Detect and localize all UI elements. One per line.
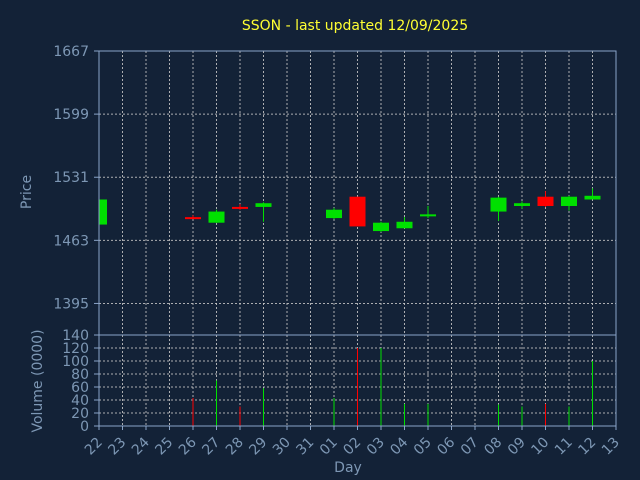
volume-tick-label: 80 — [71, 367, 89, 383]
candle-body — [99, 199, 107, 225]
candle-body — [537, 196, 554, 206]
candle — [584, 188, 601, 200]
candle — [232, 204, 248, 210]
candle-body — [349, 196, 366, 227]
candle — [537, 191, 554, 207]
candle-body — [420, 214, 436, 217]
candle — [396, 217, 413, 229]
candle — [514, 201, 530, 209]
day-tick-label: 06 — [434, 434, 458, 458]
day-tick-label: 22 — [82, 435, 106, 459]
candle-body — [208, 211, 225, 223]
day-tick-label: 10 — [528, 435, 552, 459]
candle-body — [326, 209, 342, 219]
day-tick-label: 01 — [317, 435, 341, 459]
day-tick-labels: 22 23 24 25 26 27 28 29 30 31 01 02 03 04 05 06 07 08 09 10… — [82, 426, 623, 458]
candle-body — [514, 203, 530, 206]
volume-tick-label: 140 — [62, 328, 89, 344]
candle-body — [490, 197, 507, 212]
candle-body — [255, 203, 272, 207]
price-gridlines — [98, 50, 617, 335]
day-tick-label: 05 — [411, 435, 435, 459]
candle — [208, 209, 225, 223]
candle — [326, 207, 342, 219]
candle-body — [561, 196, 577, 206]
price-tick-label: 1395 — [53, 296, 89, 312]
price-tick-label: 1463 — [53, 233, 89, 249]
price-axis-label: Price — [19, 175, 35, 209]
day-tick-label: 26 — [176, 434, 200, 458]
day-tick-label: 29 — [246, 435, 270, 459]
price-tick-label: 1667 — [53, 44, 89, 60]
candle-body — [373, 222, 389, 232]
volume-tick-label: 20 — [71, 406, 89, 422]
volume-series — [192, 348, 593, 426]
volume-axis-label: Volume (0000) — [30, 329, 46, 432]
day-tick-label: 12 — [575, 435, 599, 459]
day-tick-label: 07 — [458, 435, 482, 459]
price-tick-label: 1599 — [53, 107, 89, 123]
candle — [98, 199, 107, 225]
day-tick-label: 08 — [481, 435, 505, 459]
day-tick-label: 23 — [105, 435, 129, 459]
day-tick-label: 24 — [129, 434, 153, 458]
volume-panel-frame — [98, 334, 617, 427]
day-tick-label: 25 — [152, 435, 176, 459]
volume-tick-label: 60 — [71, 380, 89, 396]
day-tick-label: 28 — [223, 435, 247, 459]
volume-tick-label: 40 — [71, 393, 89, 409]
day-tick-label: 11 — [552, 435, 576, 459]
day-tick-label: 13 — [599, 435, 623, 459]
candle — [255, 202, 272, 222]
volume-tick-label: 0 — [80, 419, 89, 435]
day-tick-label: 31 — [293, 435, 317, 459]
x-axis-label: Day — [334, 460, 362, 476]
price-tick-labels: 1395 1463 1531 1599 1667 — [53, 44, 99, 312]
candle — [420, 205, 436, 219]
candle-body — [396, 221, 413, 229]
candle — [490, 196, 507, 221]
volume-tick-label: 100 — [62, 354, 89, 370]
candlestick-series — [98, 188, 601, 232]
day-tick-label: 03 — [364, 435, 388, 459]
day-tick-label: 02 — [340, 435, 364, 459]
chart-title: SSON - last updated 12/09/2025 — [242, 18, 468, 34]
candle-body — [584, 195, 601, 200]
day-tick-label: 04 — [387, 434, 411, 458]
candle — [349, 196, 366, 227]
price-tick-label: 1531 — [53, 170, 89, 186]
day-tick-label: 27 — [199, 435, 223, 459]
day-tick-label: 30 — [270, 435, 294, 459]
candle — [185, 215, 201, 220]
candle — [373, 221, 389, 232]
candle — [561, 195, 577, 211]
day-tick-label: 09 — [505, 435, 529, 459]
candle-body — [185, 217, 201, 220]
volume-tick-label: 120 — [62, 341, 89, 357]
candle-body — [232, 206, 248, 209]
